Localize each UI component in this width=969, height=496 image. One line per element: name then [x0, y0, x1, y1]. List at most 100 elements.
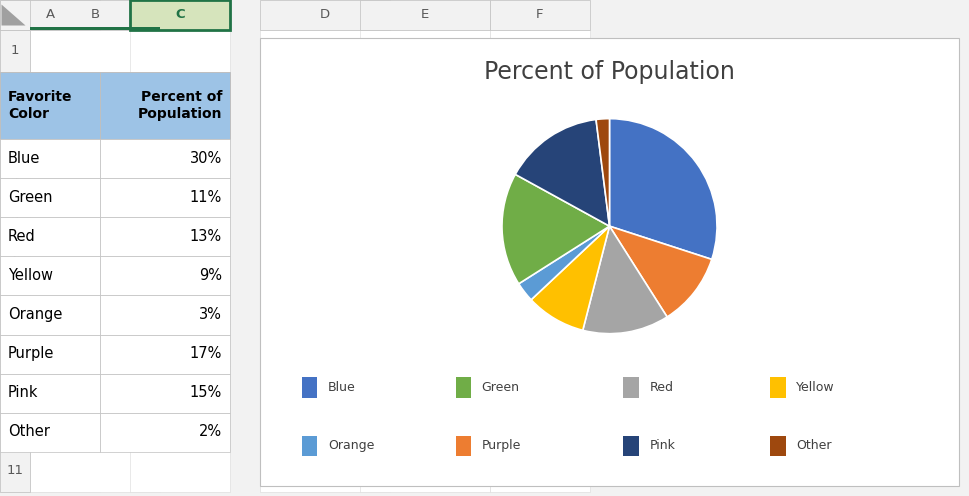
Bar: [0, 72, 100, 139]
Text: 9%: 9%: [199, 268, 222, 283]
Bar: [490, 240, 590, 282]
Bar: [130, 0, 230, 30]
Bar: [130, 198, 230, 240]
Bar: [455, 435, 471, 456]
Bar: [0, 72, 100, 114]
Text: Other: Other: [8, 425, 49, 439]
Bar: [490, 408, 590, 450]
Bar: [260, 0, 390, 30]
Bar: [0, 256, 100, 296]
Bar: [360, 408, 490, 450]
Bar: [260, 30, 390, 72]
Bar: [490, 198, 590, 240]
Bar: [100, 296, 230, 334]
Bar: [30, 114, 160, 156]
Bar: [100, 217, 230, 256]
Bar: [302, 377, 317, 397]
Text: Yellow: Yellow: [797, 381, 834, 394]
Text: Green: Green: [482, 381, 519, 394]
Bar: [130, 282, 230, 324]
Text: B: B: [90, 8, 100, 21]
Bar: [360, 114, 490, 156]
Bar: [0, 366, 30, 408]
Bar: [0, 450, 100, 492]
Bar: [302, 435, 317, 456]
Bar: [0, 217, 100, 256]
Bar: [0, 156, 100, 198]
Text: 2: 2: [11, 86, 19, 100]
Bar: [0, 408, 30, 450]
Text: Red: Red: [649, 381, 673, 394]
Bar: [360, 30, 490, 72]
Wedge shape: [610, 226, 712, 317]
Bar: [490, 324, 590, 366]
Bar: [130, 72, 230, 114]
Bar: [0, 178, 100, 217]
Bar: [0, 114, 30, 156]
Bar: [130, 408, 230, 450]
Bar: [360, 198, 490, 240]
Text: 11%: 11%: [190, 190, 222, 205]
Text: 15%: 15%: [190, 385, 222, 400]
Bar: [455, 377, 471, 397]
Bar: [130, 324, 230, 366]
Bar: [260, 114, 390, 156]
Bar: [770, 435, 786, 456]
Bar: [0, 0, 969, 30]
Bar: [770, 377, 786, 397]
Bar: [130, 114, 230, 156]
Text: Percent of
Population: Percent of Population: [138, 90, 222, 121]
Bar: [100, 72, 230, 139]
Bar: [0, 413, 100, 452]
Text: Green: Green: [8, 190, 52, 205]
Text: 30%: 30%: [190, 151, 222, 166]
Bar: [260, 408, 390, 450]
Text: Red: Red: [8, 229, 36, 244]
Bar: [490, 450, 590, 492]
Text: 8: 8: [11, 338, 19, 352]
Bar: [0, 324, 30, 366]
Bar: [30, 240, 160, 282]
Bar: [30, 282, 160, 324]
Bar: [100, 334, 230, 373]
Bar: [0, 373, 100, 413]
Bar: [490, 366, 590, 408]
Wedge shape: [582, 226, 667, 334]
Text: E: E: [421, 8, 429, 21]
Bar: [0, 0, 100, 30]
Bar: [100, 178, 230, 217]
Bar: [0, 450, 30, 492]
Bar: [0, 30, 100, 72]
Text: 9: 9: [11, 380, 19, 393]
Bar: [0, 408, 100, 450]
Bar: [490, 114, 590, 156]
Wedge shape: [596, 119, 610, 226]
Wedge shape: [518, 226, 610, 300]
Bar: [0, 240, 30, 282]
Wedge shape: [502, 175, 610, 284]
Bar: [360, 324, 490, 366]
Bar: [0, 324, 100, 366]
Bar: [0, 240, 100, 282]
Bar: [490, 156, 590, 198]
Bar: [0, 198, 100, 240]
Bar: [100, 139, 230, 178]
Bar: [30, 198, 160, 240]
Bar: [30, 30, 160, 72]
Bar: [30, 27, 160, 30]
Bar: [360, 366, 490, 408]
Bar: [260, 240, 390, 282]
Bar: [360, 240, 490, 282]
Bar: [0, 30, 30, 72]
Wedge shape: [531, 226, 610, 330]
Bar: [260, 72, 390, 114]
Text: Orange: Orange: [8, 307, 62, 322]
Bar: [130, 30, 230, 72]
Bar: [100, 373, 230, 413]
Bar: [360, 450, 490, 492]
Bar: [623, 377, 639, 397]
Bar: [0, 334, 100, 373]
Bar: [490, 282, 590, 324]
Text: 3: 3: [11, 128, 19, 141]
Bar: [0, 282, 30, 324]
